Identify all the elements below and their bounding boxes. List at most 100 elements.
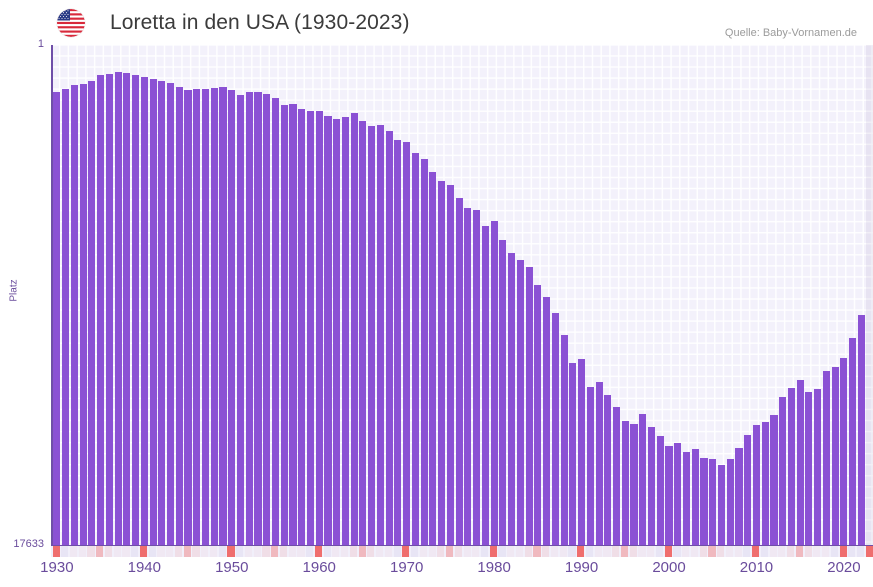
bar — [158, 80, 166, 545]
heat-cell — [323, 546, 331, 557]
bar — [630, 424, 638, 545]
bar — [779, 397, 787, 545]
bar — [709, 459, 717, 545]
heat-cell — [472, 546, 480, 557]
heat-cell — [306, 546, 314, 557]
bar — [481, 226, 489, 545]
bar — [761, 421, 769, 545]
heat-cell — [192, 546, 200, 557]
bar — [752, 425, 761, 545]
heat-cell — [78, 546, 86, 557]
bar — [341, 117, 349, 545]
heat-cell — [717, 546, 725, 557]
heat-cell — [201, 546, 209, 557]
bar — [499, 239, 507, 545]
heat-cell — [332, 546, 340, 557]
bar — [796, 380, 804, 545]
heat-cell — [349, 546, 357, 557]
bar — [770, 414, 778, 545]
bar — [525, 267, 533, 545]
bar — [105, 73, 113, 545]
x-axis-tick: 1950 — [215, 559, 249, 576]
bar — [464, 207, 472, 545]
heat-cell — [857, 546, 865, 557]
heat-cell — [769, 546, 777, 557]
heat-cell — [568, 546, 576, 557]
bar — [508, 252, 516, 545]
heat-cell — [61, 546, 69, 557]
heat-cell — [166, 546, 174, 557]
bar — [271, 98, 280, 545]
bar — [315, 110, 323, 545]
bar — [578, 358, 586, 545]
x-axis-tick: 1980 — [477, 559, 511, 576]
heat-cell — [489, 546, 497, 557]
heat-cell — [813, 546, 821, 557]
heat-cell — [594, 546, 602, 557]
chart-header: Loretta in den USA (1930-2023) Quelle: B… — [0, 0, 873, 44]
plot-area — [51, 45, 873, 545]
heat-cell — [577, 546, 585, 557]
heat-cell — [384, 546, 392, 557]
heat-cell — [87, 546, 95, 557]
heat-cell — [524, 546, 532, 557]
x-axis-tick: 1990 — [564, 559, 599, 576]
heat-cell — [699, 546, 707, 557]
bar — [184, 90, 192, 545]
bar — [551, 313, 559, 545]
bar — [455, 197, 463, 545]
bar — [490, 221, 498, 545]
bar — [857, 315, 865, 545]
heat-cell — [148, 546, 156, 557]
bar — [595, 381, 603, 545]
bar — [446, 184, 454, 545]
heat-cell — [655, 546, 664, 557]
bar — [560, 335, 568, 545]
bar — [333, 118, 341, 545]
bar — [420, 159, 428, 545]
heat-cell — [533, 546, 541, 557]
bar — [438, 181, 446, 545]
heat-cell — [673, 546, 681, 557]
heat-cell — [227, 546, 235, 557]
heat-cell — [262, 546, 270, 557]
bar — [674, 443, 682, 545]
bar — [193, 89, 201, 545]
heat-cell — [664, 546, 672, 557]
heat-cell — [647, 546, 655, 557]
bar — [840, 357, 848, 545]
heat-cell — [236, 546, 244, 557]
heat-cell — [839, 546, 847, 557]
bar — [97, 75, 105, 545]
bar — [324, 116, 332, 545]
heat-cell — [113, 546, 121, 557]
bar — [62, 88, 70, 545]
heat-cell — [419, 546, 427, 557]
heat-cell — [367, 546, 375, 557]
heat-cell — [314, 546, 322, 557]
heat-cell — [515, 546, 524, 557]
bar — [114, 71, 122, 545]
heat-cell — [638, 546, 646, 557]
heat-cell — [830, 546, 838, 557]
bar — [621, 420, 629, 545]
bar — [849, 338, 857, 545]
bar — [53, 91, 61, 545]
bar — [814, 388, 822, 545]
bar — [123, 73, 131, 545]
bar — [132, 75, 140, 545]
heat-cell — [411, 546, 419, 557]
heat-cell — [620, 546, 629, 557]
heat-cell — [804, 546, 812, 557]
heat-cell — [787, 546, 795, 557]
heat-cell — [690, 546, 699, 557]
bar — [175, 87, 183, 545]
bar — [805, 392, 813, 545]
heat-cell — [865, 546, 873, 557]
heat-cell — [104, 546, 113, 557]
heat-cell — [139, 546, 148, 557]
heat-cell — [629, 546, 637, 557]
bar — [70, 84, 78, 545]
heat-cell — [279, 546, 287, 557]
page-title: Loretta in den USA (1930-2023) — [110, 11, 410, 34]
